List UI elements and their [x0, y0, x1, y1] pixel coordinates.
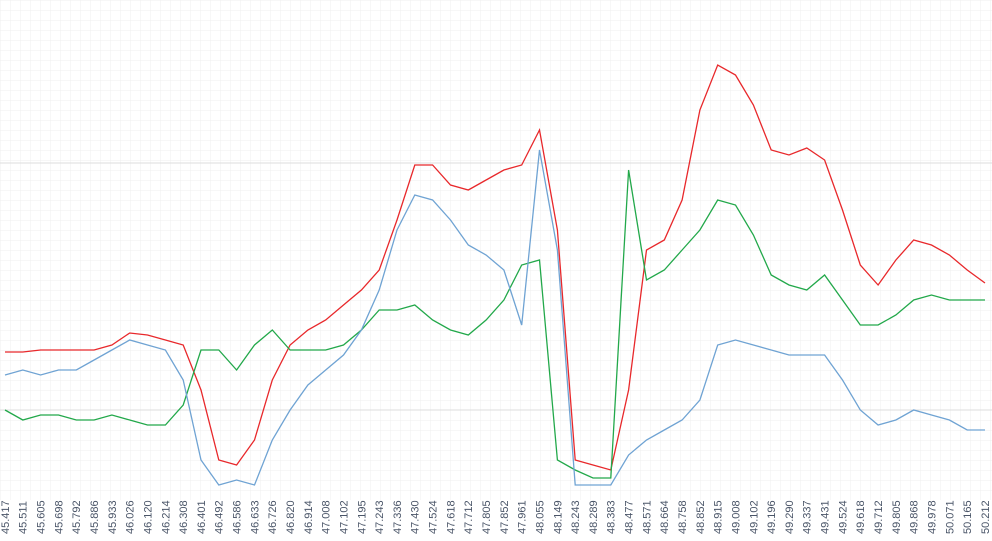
x-tick-label: 45.511: [18, 501, 30, 534]
x-tick-label: 48.149: [552, 500, 564, 534]
x-tick-label: 48.915: [713, 500, 725, 534]
x-tick-label: 48.477: [624, 500, 636, 534]
x-tick-label: 48.289: [588, 500, 600, 534]
x-tick-label: 47.961: [517, 500, 529, 534]
x-tick-label: 47.243: [374, 500, 386, 534]
x-tick-label: 47.336: [392, 500, 404, 534]
x-tick-label: 49.290: [784, 500, 796, 534]
x-tick-label: 49.524: [837, 500, 849, 534]
x-tick-label: 48.758: [677, 500, 689, 534]
series-line: [5, 64, 986, 471]
x-tick-label: 46.214: [160, 500, 172, 534]
x-tick-label: 49.102: [748, 500, 760, 534]
x-tick-label: 46.633: [249, 500, 261, 534]
series-line: [4, 149, 985, 486]
x-tick-label: 46.308: [178, 500, 190, 534]
x-tick-label: 50.071: [944, 500, 956, 534]
x-tick-label: 47.618: [445, 500, 457, 534]
x-tick-label: 49.618: [855, 500, 867, 534]
x-tick-label: 50.212: [980, 500, 992, 534]
x-tick-label: 47.852: [499, 500, 511, 534]
x-tick-label: 47.524: [428, 500, 440, 534]
x-tick-label: 47.008: [321, 500, 333, 534]
series-line: [4, 169, 985, 479]
x-tick-label: 45.933: [107, 500, 119, 534]
x-tick-label: 48.243: [570, 500, 582, 534]
x-tick-label: 46.586: [232, 500, 244, 534]
x-tick-label: 49.431: [820, 500, 832, 534]
x-tick-label: 47.430: [410, 500, 422, 534]
x-tick-label: 50.165: [962, 500, 974, 534]
x-tick-label: 45.605: [36, 500, 48, 534]
x-tick-label: 45.886: [89, 500, 101, 534]
x-tick-label: 48.055: [534, 500, 546, 534]
x-tick-label: 48.383: [606, 500, 618, 534]
x-tick-label: 47.805: [481, 500, 493, 534]
x-tick-label: 48.571: [641, 500, 653, 534]
grid: [0, 0, 992, 500]
x-tick-label: 46.820: [285, 500, 297, 534]
x-tick-label: 49.712: [873, 500, 885, 534]
x-tick-label: 48.664: [659, 500, 671, 534]
x-tick-label: 45.698: [53, 500, 65, 534]
x-tick-label: 46.914: [303, 500, 315, 534]
x-tick-label: 47.712: [463, 500, 475, 534]
x-tick-label: 49.337: [802, 500, 814, 534]
x-tick-label: 46.726: [267, 500, 279, 534]
x-tick-label: 46.026: [125, 500, 137, 534]
x-tick-label: 45.417: [0, 500, 12, 534]
x-tick-label: 49.805: [891, 500, 903, 534]
x-tick-label: 46.120: [142, 500, 154, 534]
x-tick-label: 48.852: [695, 500, 707, 534]
x-tick-label: 49.868: [909, 500, 921, 534]
x-tick-label: 47.195: [356, 500, 368, 534]
x-tick-label: 49.196: [766, 500, 778, 534]
x-tick-label: 45.792: [71, 500, 83, 534]
x-tick-label: 49.978: [926, 500, 938, 534]
x-tick-label: 49.008: [730, 500, 742, 534]
x-tick-label: 46.401: [196, 500, 208, 534]
x-tick-label: 47.102: [338, 500, 350, 534]
x-tick-label: 46.492: [214, 500, 226, 534]
